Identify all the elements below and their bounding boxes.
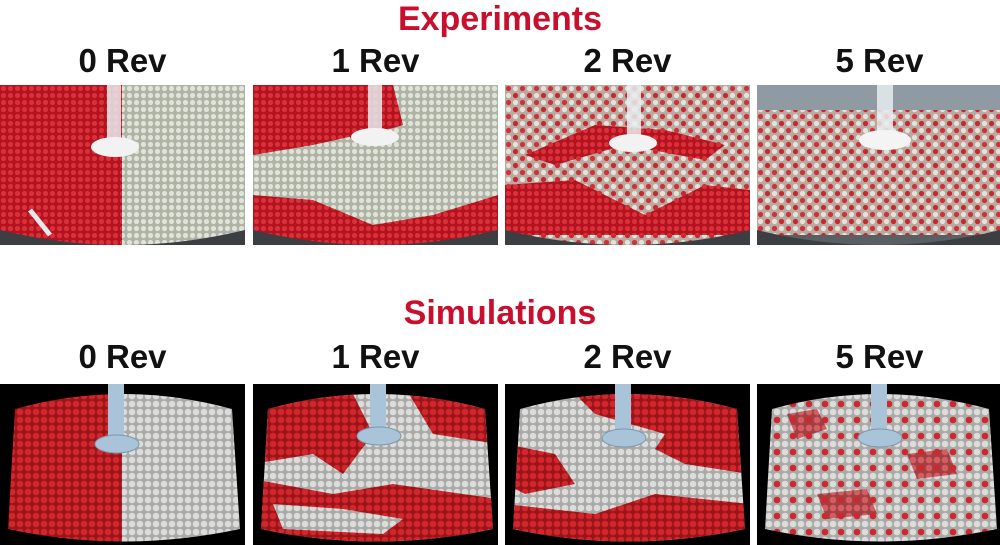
exp-photo-2 xyxy=(505,85,750,245)
sim-render-3-image xyxy=(757,384,1000,545)
sim-render-0-image xyxy=(0,384,245,545)
sim-render-1 xyxy=(253,384,498,545)
sim-label-1: 1 Rev xyxy=(331,338,420,375)
sim-render-3 xyxy=(757,384,1000,545)
sim-render-2-image xyxy=(505,384,750,545)
sim-render-1-image xyxy=(253,384,498,545)
exp-label-1: 1 Rev xyxy=(331,42,420,79)
exp-label-2: 2 Rev xyxy=(583,42,672,79)
exp-photo-0 xyxy=(0,85,245,245)
sim-render-0 xyxy=(0,384,245,545)
exp-photo-0-image xyxy=(0,85,245,245)
sim-render-2 xyxy=(505,384,750,545)
exp-photo-1-image xyxy=(253,85,498,245)
exp-photo-2-image xyxy=(505,85,750,245)
exp-label-0: 0 Rev xyxy=(78,42,167,79)
exp-photo-1 xyxy=(253,85,498,245)
sim-label-0: 0 Rev xyxy=(78,338,167,375)
exp-photo-3 xyxy=(757,85,1000,245)
exp-label-3: 5 Rev xyxy=(835,42,924,79)
sim-label-2: 2 Rev xyxy=(583,338,672,375)
exp-photo-3-image xyxy=(757,85,1000,245)
experiments-title: Experiments xyxy=(397,0,603,38)
simulations-title: Simulations xyxy=(403,294,597,332)
sim-label-3: 5 Rev xyxy=(835,338,924,375)
